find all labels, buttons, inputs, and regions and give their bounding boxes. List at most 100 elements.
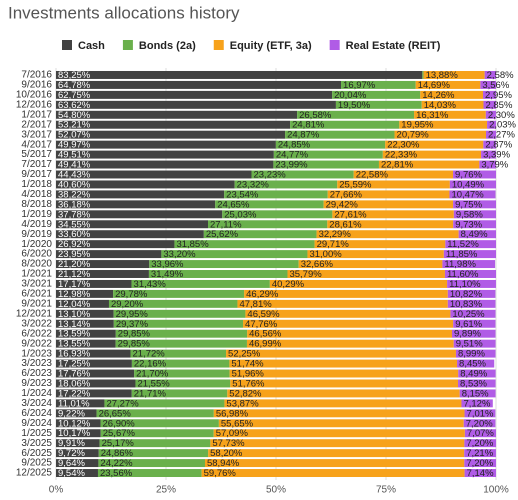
bar-segment xyxy=(314,240,446,249)
bar-segment xyxy=(247,329,452,338)
data-label: 46,59% xyxy=(247,309,280,320)
bar-segment xyxy=(56,220,209,229)
data-label: 23,23% xyxy=(253,170,286,181)
bar-segment xyxy=(56,409,97,418)
bar-segment xyxy=(98,449,209,458)
bar-segment xyxy=(56,180,235,189)
bar-segment xyxy=(56,389,132,398)
data-label: 36,18% xyxy=(58,199,91,210)
data-label: 24,85% xyxy=(278,140,311,151)
data-label: 9,75% xyxy=(455,199,482,210)
data-label: 53,21% xyxy=(58,120,91,131)
data-label: 9,72% xyxy=(58,448,85,459)
data-label: 26,90% xyxy=(103,418,136,429)
bar-segment xyxy=(290,120,400,129)
data-label: 46,99% xyxy=(249,339,282,350)
data-label: 34,55% xyxy=(58,219,91,230)
y-tick-label: 2/2017 xyxy=(21,119,52,130)
bar-segment xyxy=(56,289,114,298)
data-label: 17,25% xyxy=(58,359,91,370)
data-label: 58,94% xyxy=(207,458,240,469)
bar-segment xyxy=(307,250,444,259)
bar-segment xyxy=(422,70,424,79)
data-label: 32,29% xyxy=(319,229,352,240)
bar-segment xyxy=(442,260,496,269)
data-label: 22,30% xyxy=(387,140,420,151)
y-tick-label: 6/2022 xyxy=(21,328,52,339)
data-label: 21,12% xyxy=(58,269,91,280)
bar-segment xyxy=(335,100,422,109)
bar-segment xyxy=(56,140,276,149)
data-label: 2,85% xyxy=(485,100,512,111)
bar-segment xyxy=(56,419,101,428)
bar-segment xyxy=(56,270,149,278)
data-label: 9,76% xyxy=(455,170,482,181)
bar-segment xyxy=(131,279,270,288)
data-label: 51,96% xyxy=(232,369,265,380)
data-label: 49,41% xyxy=(58,160,91,171)
bar-segment xyxy=(56,190,225,199)
data-label: 7,14% xyxy=(467,468,494,479)
data-label: 8,99% xyxy=(458,349,485,360)
bar-segment xyxy=(486,130,496,139)
bar-segment xyxy=(453,339,496,348)
bar-segment xyxy=(224,399,462,408)
data-label: 57,09% xyxy=(216,428,249,439)
bar-segment xyxy=(457,359,495,368)
bar-segment xyxy=(218,419,464,428)
bar-segment xyxy=(447,299,496,308)
data-label: 10,17% xyxy=(58,428,91,439)
legend-label: Cash xyxy=(78,40,105,52)
bar-segment xyxy=(134,369,230,378)
data-label: 2,27% xyxy=(488,130,515,141)
data-label: 22,81% xyxy=(381,160,414,171)
data-label: 40,29% xyxy=(272,279,305,290)
bar-segment xyxy=(481,150,496,159)
data-label: 29,20% xyxy=(111,299,144,310)
y-tick-label: 7/2016 xyxy=(21,70,52,81)
data-label: 26,65% xyxy=(99,408,132,419)
y-tick-label: 8/2018 xyxy=(21,199,52,210)
data-label: 2,03% xyxy=(489,120,516,131)
data-label: 2,95% xyxy=(485,90,512,101)
bar-segment xyxy=(56,100,336,109)
bar-segment xyxy=(56,329,116,338)
data-label: 9,58% xyxy=(456,209,483,220)
data-label: 25,67% xyxy=(103,428,136,439)
y-tick-label: 3/2017 xyxy=(21,129,52,140)
bar-segment xyxy=(56,369,135,378)
data-label: 24,22% xyxy=(100,458,133,469)
data-label: 51,76% xyxy=(232,378,265,389)
data-label: 59,76% xyxy=(204,468,237,479)
data-label: 27,66% xyxy=(330,189,363,200)
bar-segment xyxy=(453,210,496,219)
bar-segment xyxy=(56,130,286,139)
bar-segment xyxy=(455,349,496,358)
bar-segment xyxy=(226,349,456,358)
data-label: 7,20% xyxy=(466,458,493,469)
bar-segment xyxy=(483,100,496,109)
bar-segment xyxy=(56,200,216,209)
bar-segment xyxy=(56,399,105,408)
data-label: 24,65% xyxy=(217,199,250,210)
data-label: 33,96% xyxy=(151,259,184,270)
bar-segment xyxy=(447,289,496,298)
bar-segment xyxy=(56,429,101,438)
data-label: 38,22% xyxy=(58,189,91,200)
y-tick-label: 6/2021 xyxy=(21,289,52,300)
data-label: 10,83% xyxy=(450,299,483,310)
data-label: 8,53% xyxy=(460,378,487,389)
y-tick-label: 3/2025 xyxy=(21,438,52,449)
bar-segment xyxy=(382,150,482,159)
legend-swatch xyxy=(122,40,133,50)
bar-segment xyxy=(461,399,493,408)
bar-segment xyxy=(453,319,496,328)
data-label: 24,87% xyxy=(287,130,320,141)
data-label: 13,55% xyxy=(58,339,91,350)
data-label: 21,55% xyxy=(137,378,170,389)
data-label: 53,87% xyxy=(226,398,259,409)
y-tick-label: 9/2017 xyxy=(21,169,52,180)
data-label: 8,15% xyxy=(462,388,489,399)
bar-segment xyxy=(484,70,496,79)
bar-segment xyxy=(115,329,248,338)
